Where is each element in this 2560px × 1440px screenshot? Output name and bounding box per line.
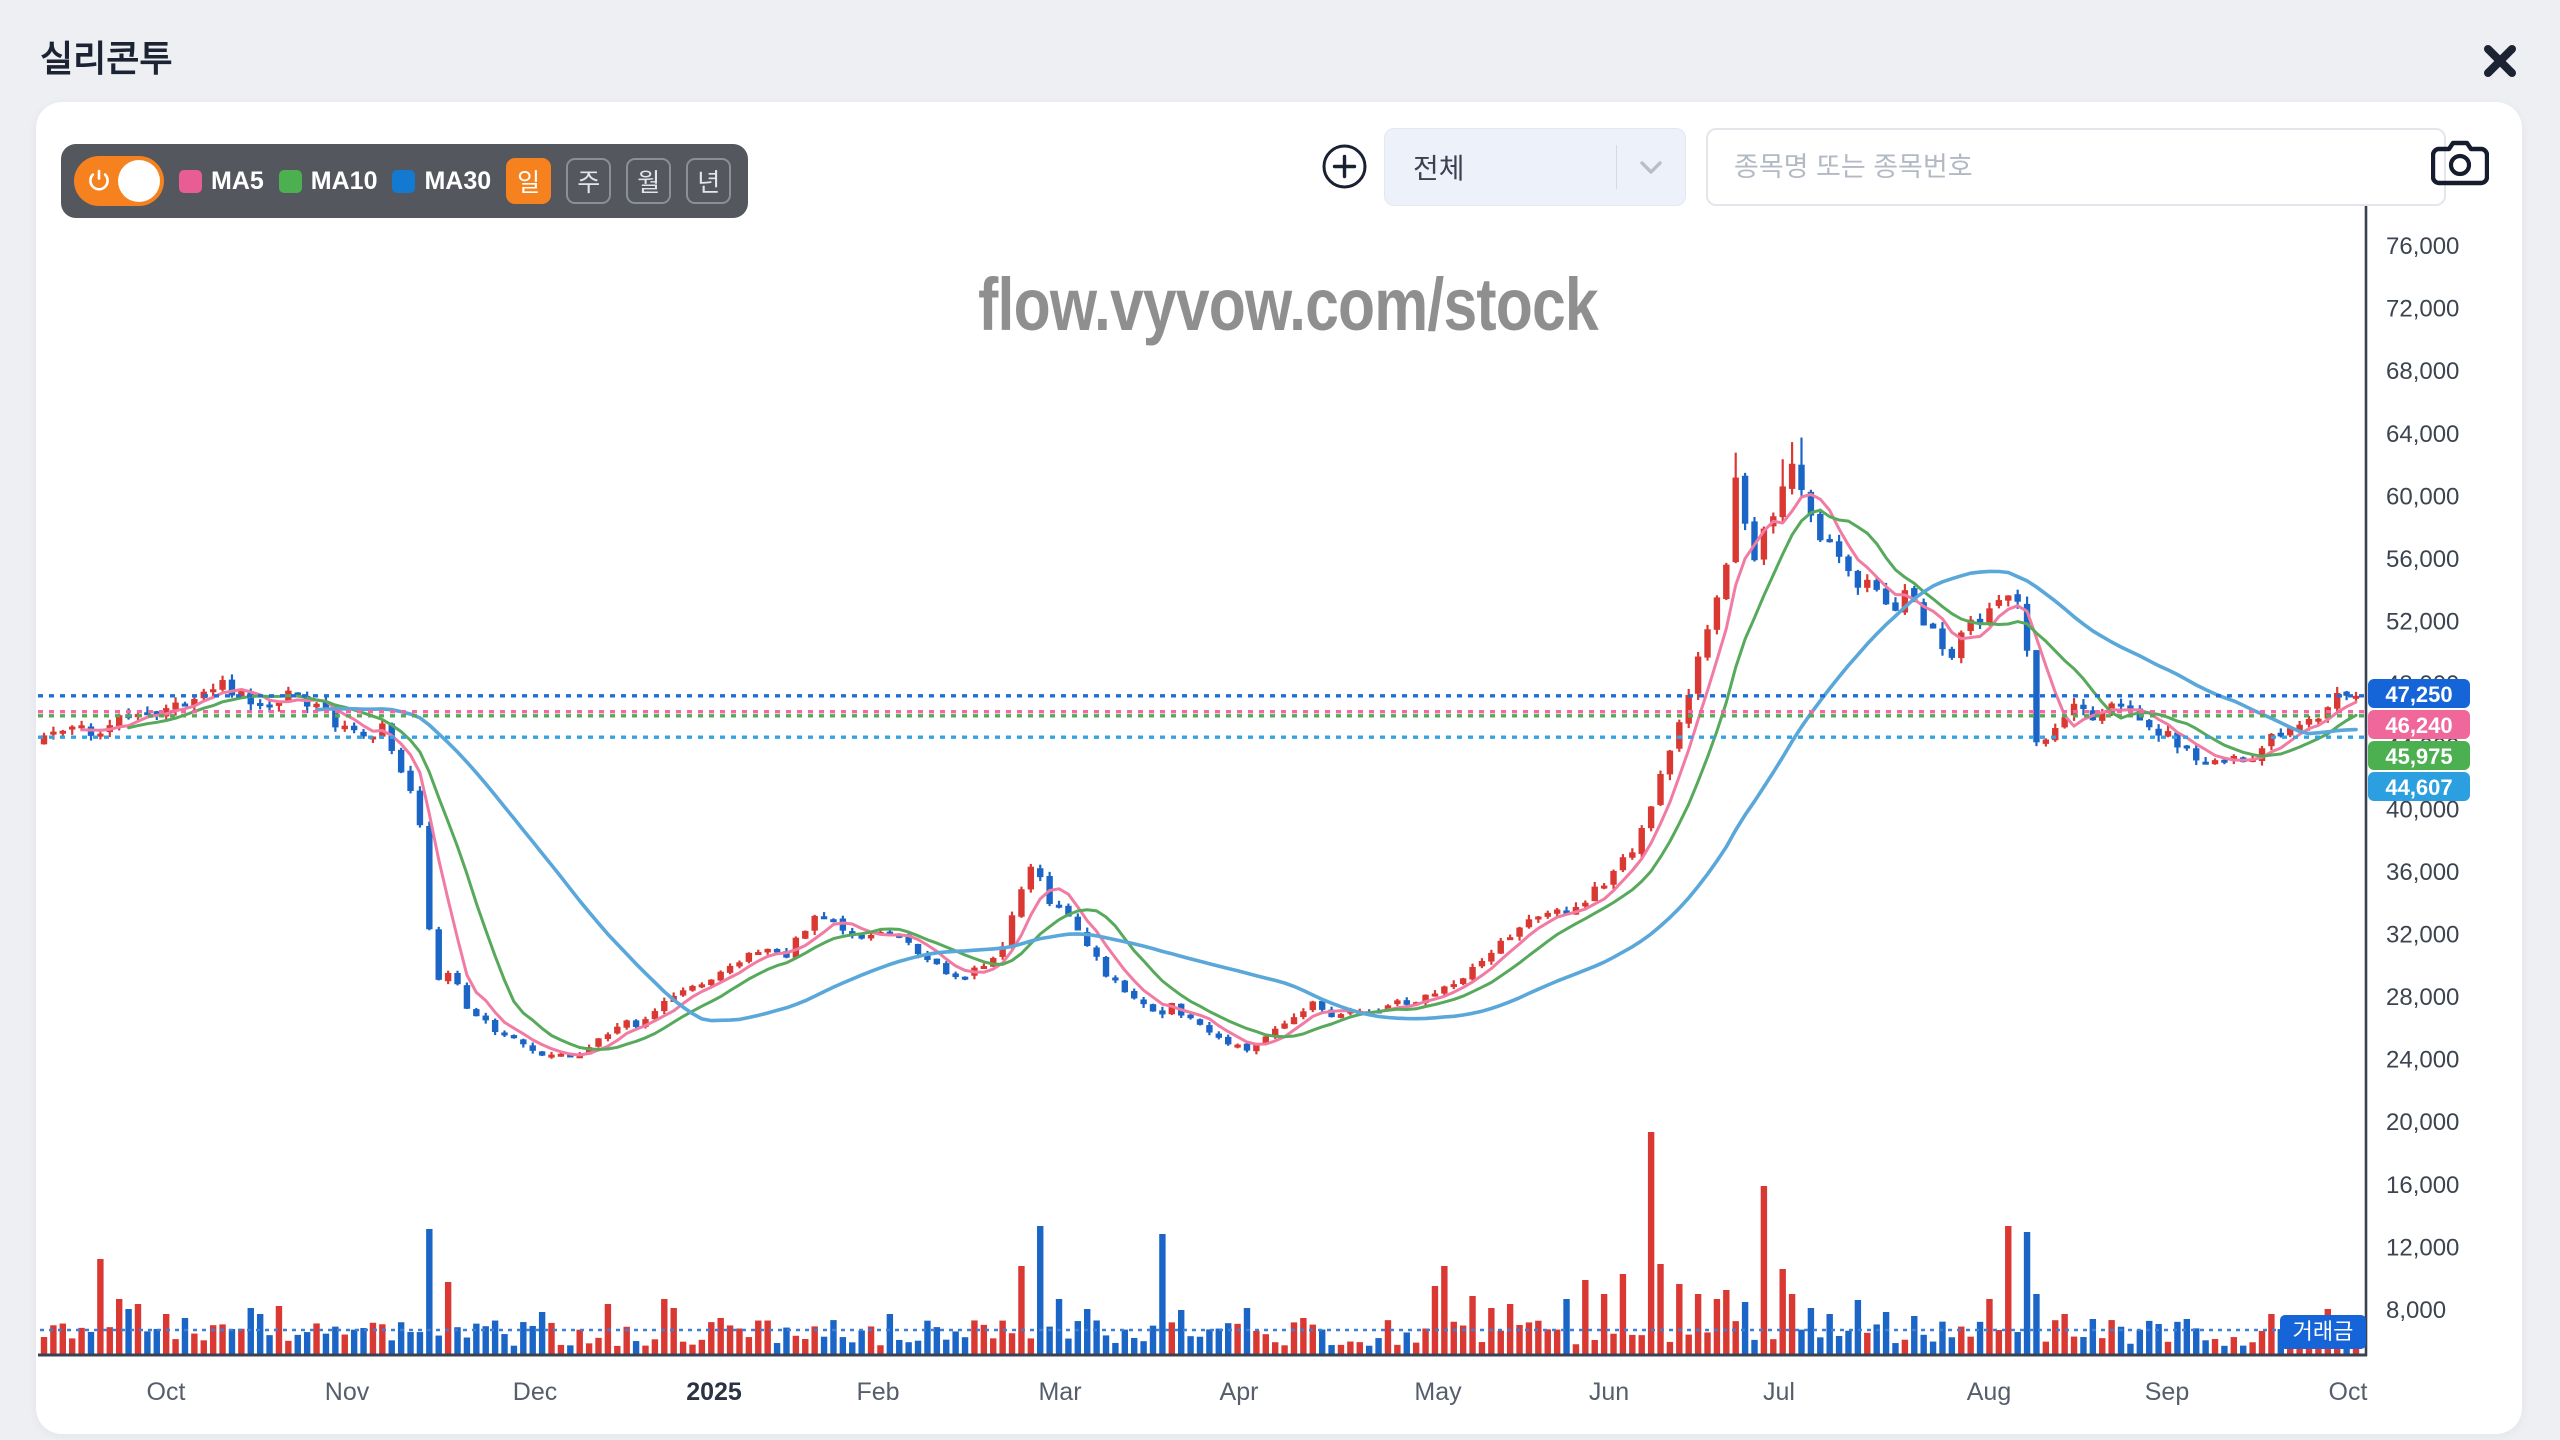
- candlesticks: [40, 437, 2360, 1059]
- stock-search: [1706, 128, 2446, 206]
- svg-text:64,000: 64,000: [2386, 421, 2459, 448]
- svg-text:Dec: Dec: [513, 1378, 557, 1406]
- close-button[interactable]: [2478, 40, 2522, 84]
- ma30-color-swatch: [392, 169, 416, 193]
- legend-ma30: MA30: [392, 167, 491, 196]
- svg-text:거래금: 거래금: [2293, 1319, 2354, 1344]
- power-icon: [89, 169, 109, 191]
- ma-line-ma10: [127, 508, 2358, 1051]
- svg-text:2025: 2025: [686, 1378, 742, 1406]
- svg-text:76,000: 76,000: [2386, 233, 2459, 260]
- volume-label-badge: 거래금: [2280, 1315, 2366, 1349]
- stock-search-input[interactable]: [1706, 128, 2446, 206]
- svg-text:60,000: 60,000: [2386, 483, 2459, 510]
- svg-text:Nov: Nov: [325, 1378, 370, 1406]
- svg-text:44,607: 44,607: [2385, 775, 2452, 800]
- price-badges: 47,250 46,240 45,975 44,607: [2368, 679, 2470, 801]
- ma10-label: MA10: [310, 166, 378, 195]
- svg-text:Sep: Sep: [2145, 1378, 2189, 1406]
- legend-ma10: MA10: [278, 166, 378, 196]
- svg-text:Jun: Jun: [1589, 1378, 1629, 1406]
- svg-text:Jul: Jul: [1763, 1378, 1795, 1406]
- market-select-value: 전체: [1413, 153, 1465, 184]
- svg-text:46,240: 46,240: [2385, 713, 2452, 738]
- svg-text:16,000: 16,000: [2386, 1172, 2459, 1199]
- svg-text:12,000: 12,000: [2386, 1234, 2459, 1261]
- svg-text:8,000: 8,000: [2386, 1297, 2446, 1324]
- x-axis-labels: Oct Nov Dec 2025 Feb Mar Apr May Jun Jul Aug Sep Oct: [147, 1378, 2368, 1406]
- chart-card: [36, 102, 2522, 1434]
- select-divider: [1616, 145, 1617, 189]
- svg-text:May: May: [1414, 1378, 1462, 1406]
- svg-text:24,000: 24,000: [2386, 1047, 2459, 1074]
- svg-text:47,250: 47,250: [2385, 682, 2452, 707]
- svg-text:68,000: 68,000: [2386, 358, 2459, 385]
- volume-bars: [40, 1132, 2362, 1354]
- ma5-label: MA5: [211, 166, 264, 195]
- plus-icon: [1322, 144, 1367, 189]
- svg-text:72,000: 72,000: [2386, 296, 2459, 323]
- period-button-week[interactable]: 주: [566, 158, 612, 204]
- svg-text:36,000: 36,000: [2386, 859, 2459, 886]
- ma30-label: MA30: [424, 166, 492, 195]
- ma-line-ma30: [314, 569, 2358, 1023]
- ma10-color-swatch: [278, 169, 302, 193]
- close-icon: [2484, 44, 2516, 77]
- svg-text:Mar: Mar: [1038, 1378, 1081, 1406]
- chevron-down-icon: [1640, 160, 1662, 174]
- svg-text:Oct: Oct: [147, 1378, 186, 1406]
- camera-icon: [2430, 140, 2490, 185]
- watermark: flow.vyvow.com/stock: [978, 264, 1600, 346]
- toggle-knob: [118, 160, 160, 202]
- svg-text:45,975: 45,975: [2385, 744, 2452, 769]
- period-button-month[interactable]: 월: [626, 158, 672, 204]
- svg-text:52,000: 52,000: [2386, 609, 2459, 636]
- ma-visibility-toggle[interactable]: [74, 156, 164, 206]
- svg-text:Apr: Apr: [1220, 1378, 1259, 1406]
- page-title: 실리콘투: [40, 38, 173, 79]
- period-button-year[interactable]: 년: [686, 158, 732, 204]
- market-select[interactable]: 전체: [1384, 128, 1686, 206]
- svg-text:Aug: Aug: [1967, 1378, 2011, 1406]
- ma5-color-swatch: [179, 169, 202, 193]
- add-chart-button[interactable]: [1321, 143, 1368, 190]
- period-button-day[interactable]: 일: [506, 158, 552, 204]
- svg-text:Oct: Oct: [2329, 1378, 2368, 1406]
- svg-text:28,000: 28,000: [2386, 984, 2459, 1011]
- chart-toolbar: MA5 MA10 MA30 일 주 월 년: [61, 144, 749, 218]
- legend-ma5: MA5: [179, 167, 264, 196]
- svg-text:20,000: 20,000: [2386, 1109, 2459, 1136]
- svg-text:56,000: 56,000: [2386, 546, 2459, 573]
- svg-text:Feb: Feb: [856, 1378, 899, 1406]
- screenshot-button[interactable]: [2430, 136, 2490, 192]
- reference-lines: [38, 694, 2366, 739]
- svg-text:flow.vyvow.com/stock: flow.vyvow.com/stock: [978, 264, 1599, 346]
- ma-line-ma5: [80, 492, 2358, 1057]
- svg-text:32,000: 32,000: [2386, 921, 2459, 948]
